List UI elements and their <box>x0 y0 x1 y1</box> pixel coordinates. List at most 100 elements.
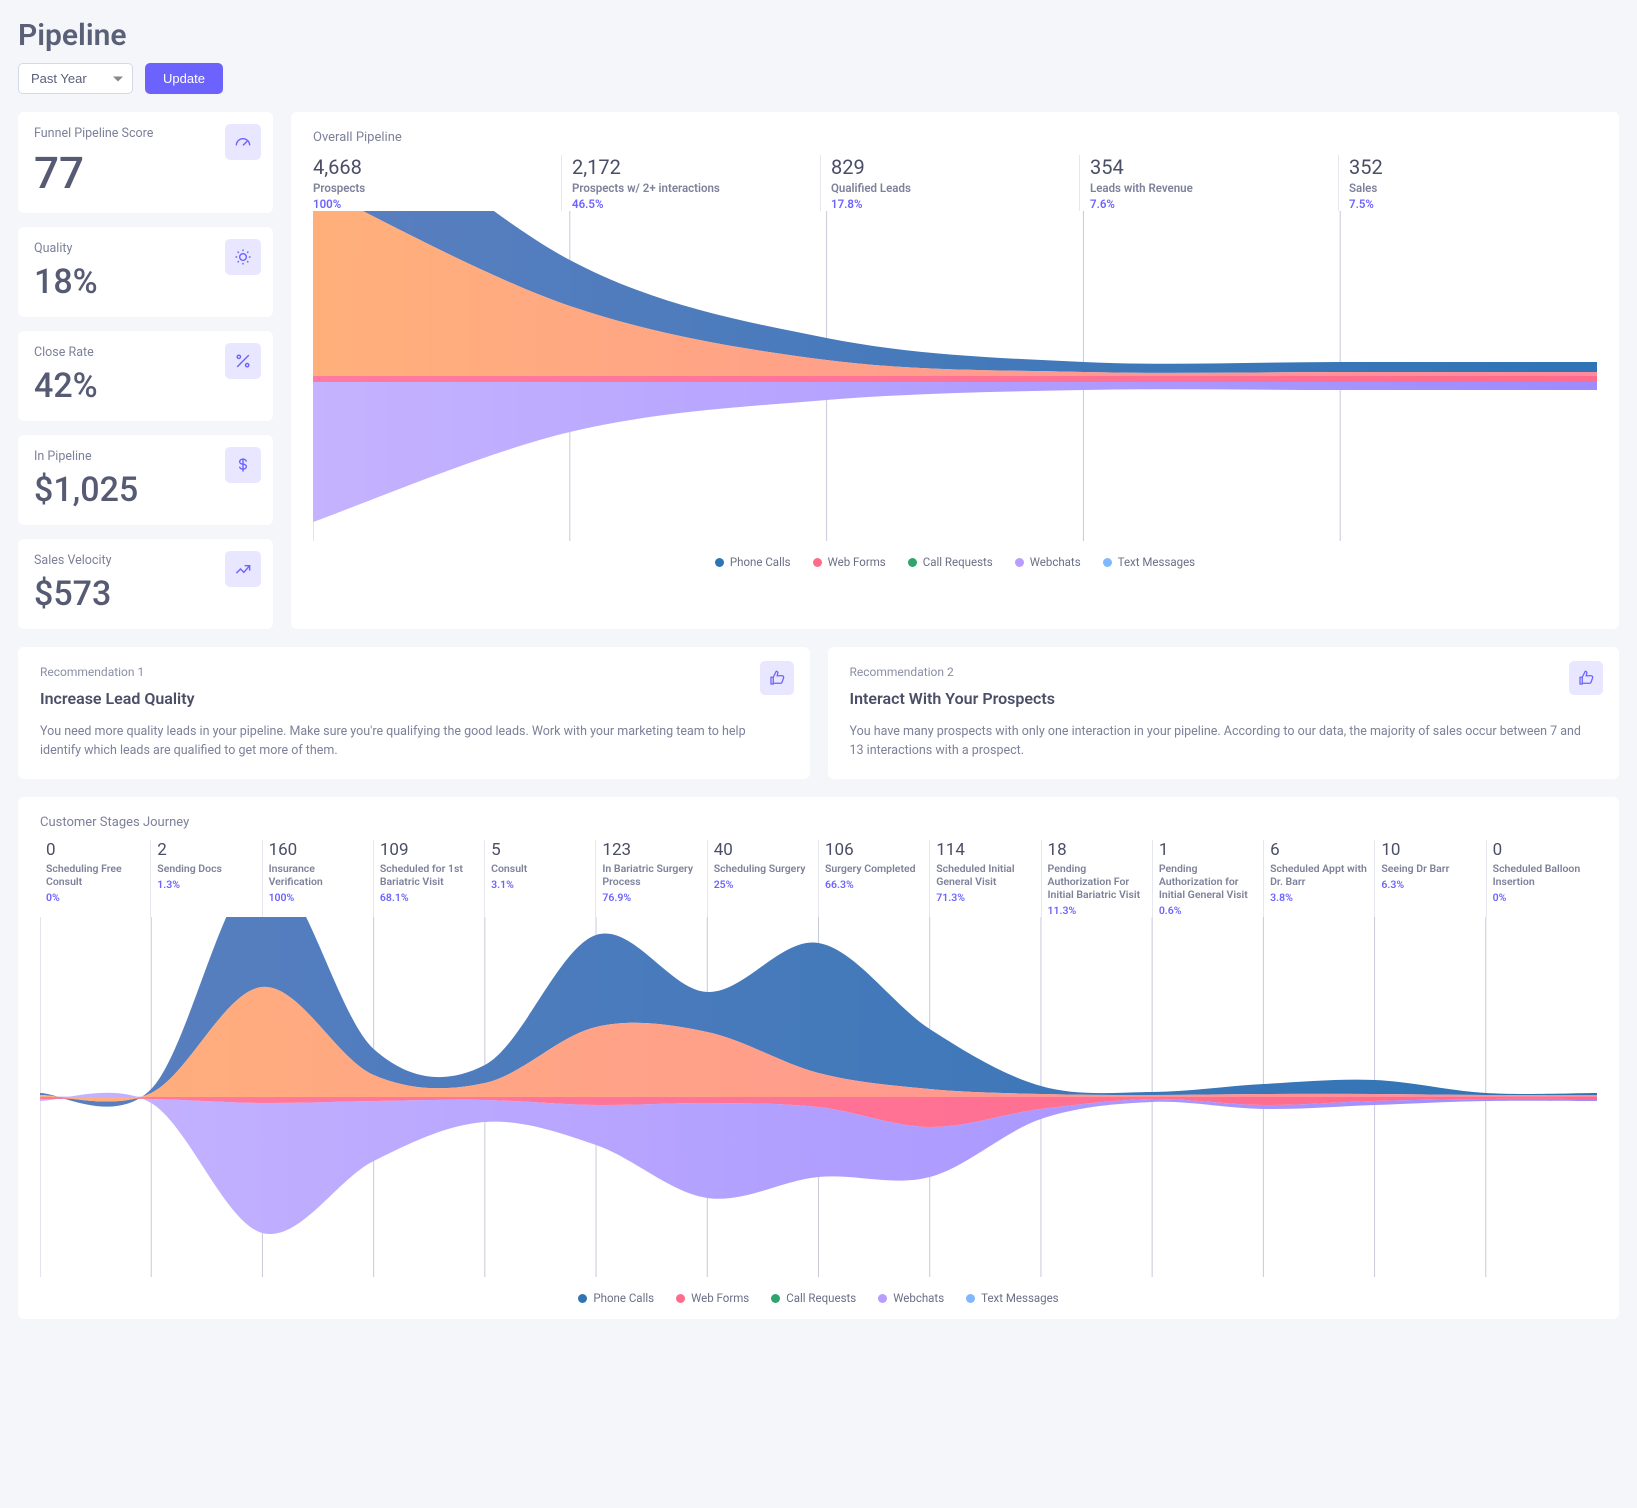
legend-item: Web Forms <box>676 1291 749 1305</box>
kpi-value: 42% <box>34 366 257 406</box>
legend-label: Web Forms <box>691 1291 749 1305</box>
stage-pct: 3.8% <box>1270 891 1368 904</box>
stage-count: 123 <box>602 840 700 860</box>
stage-label: Scheduled Balloon Insertion <box>1493 862 1591 888</box>
recommendation-card: Recommendation 1 Increase Lead Quality Y… <box>18 647 810 779</box>
legend-item: Text Messages <box>1103 555 1195 569</box>
overall-legend: Phone CallsWeb FormsCall RequestsWebchat… <box>313 555 1597 569</box>
stage-stat: 123 In Bariatric Surgery Process 76.9% <box>595 840 706 917</box>
kpi-label: Sales Velocity <box>34 553 257 568</box>
stage-stat: 106 Surgery Completed 66.3% <box>818 840 929 917</box>
stage-label: Sales <box>1349 181 1587 195</box>
stage-pct: 3.1% <box>491 878 589 891</box>
recommendation-title: Interact With Your Prospects <box>850 689 1598 708</box>
stage-count: 160 <box>269 840 367 860</box>
recommendation-body: You have many prospects with only one in… <box>850 722 1598 761</box>
legend-label: Phone Calls <box>730 555 791 569</box>
stage-label: Insurance Verification <box>269 862 367 888</box>
kpi-card: Funnel Pipeline Score 77 <box>18 112 273 213</box>
journey-chart <box>40 917 1597 1281</box>
journey-title: Customer Stages Journey <box>40 815 1597 830</box>
stage-pct: 100% <box>269 891 367 904</box>
stage-label: In Bariatric Surgery Process <box>602 862 700 888</box>
stage-count: 106 <box>825 840 923 860</box>
stage-label: Leads with Revenue <box>1090 181 1328 195</box>
stage-pct: 0.6% <box>1159 904 1257 917</box>
stage-count: 4,668 <box>313 155 551 179</box>
kpi-label: Close Rate <box>34 345 257 360</box>
legend-item: Web Forms <box>813 555 886 569</box>
legend-dot <box>1015 558 1024 567</box>
stage-count: 18 <box>1048 840 1146 860</box>
stage-label: Surgery Completed <box>825 862 923 875</box>
legend-item: Phone Calls <box>578 1291 654 1305</box>
stage-label: Pending Authorization For Initial Bariat… <box>1048 862 1146 901</box>
stage-pct: 25% <box>714 878 812 891</box>
stage-pct: 66.3% <box>825 878 923 891</box>
stage-pct: 17.8% <box>831 197 1069 211</box>
legend-item: Webchats <box>1015 555 1081 569</box>
legend-dot <box>1103 558 1112 567</box>
stage-count: 114 <box>936 840 1034 860</box>
stage-label: Scheduling Surgery <box>714 862 812 875</box>
overall-pipeline-panel: Overall Pipeline 4,668 Prospects 100%2,1… <box>291 112 1619 629</box>
stage-stat: 114 Scheduled Initial General Visit 71.3… <box>929 840 1040 917</box>
legend-label: Text Messages <box>1118 555 1195 569</box>
legend-dot <box>578 1294 587 1303</box>
stage-stat: 40 Scheduling Surgery 25% <box>707 840 818 917</box>
legend-dot <box>771 1294 780 1303</box>
date-range-select[interactable]: Past Year <box>18 63 133 94</box>
stage-stat: 352 Sales 7.5% <box>1338 155 1597 211</box>
stage-stat: 109 Scheduled for 1st Bariatric Visit 68… <box>373 840 484 917</box>
kpi-value: 77 <box>34 147 257 199</box>
update-button[interactable]: Update <box>145 63 223 94</box>
legend-dot <box>715 558 724 567</box>
stage-count: 109 <box>380 840 478 860</box>
stage-stat: 10 Seeing Dr Barr 6.3% <box>1374 840 1485 917</box>
stage-stat: 354 Leads with Revenue 7.6% <box>1079 155 1338 211</box>
stage-pct: 1.3% <box>157 878 255 891</box>
stage-stat: 0 Scheduling Free Consult 0% <box>40 840 150 917</box>
stage-pct: 46.5% <box>572 197 810 211</box>
legend-label: Text Messages <box>981 1291 1058 1305</box>
legend-item: Call Requests <box>771 1291 856 1305</box>
stage-stat: 18 Pending Authorization For Initial Bar… <box>1041 840 1152 917</box>
stage-stat: 6 Scheduled Appt with Dr. Barr 3.8% <box>1263 840 1374 917</box>
stage-label: Consult <box>491 862 589 875</box>
stage-label: Seeing Dr Barr <box>1381 862 1479 875</box>
legend-label: Webchats <box>1030 555 1081 569</box>
stage-pct: 0% <box>46 891 144 904</box>
thumb-up-icon[interactable] <box>1569 661 1603 695</box>
legend-item: Webchats <box>878 1291 944 1305</box>
kpi-label: In Pipeline <box>34 449 257 464</box>
overall-chart <box>313 211 1597 545</box>
legend-label: Phone Calls <box>593 1291 654 1305</box>
stream-layer-pink <box>313 376 1597 382</box>
stage-label: Sending Docs <box>157 862 255 875</box>
overall-stats: 4,668 Prospects 100% 2,172 Prospects w/ 2… <box>313 155 1597 211</box>
stage-stat: 1 Pending Authorization for Initial Gene… <box>1152 840 1263 917</box>
stage-stat: 5 Consult 3.1% <box>484 840 595 917</box>
gauge-icon <box>225 124 261 160</box>
header-controls: Past Year Update <box>18 63 1619 94</box>
stage-stat: 4,668 Prospects 100% <box>313 155 561 211</box>
stage-count: 2,172 <box>572 155 810 179</box>
stage-label: Prospects w/ 2+ interactions <box>572 181 810 195</box>
stage-pct: 7.6% <box>1090 197 1328 211</box>
stage-count: 5 <box>491 840 589 860</box>
stage-stat: 829 Qualified Leads 17.8% <box>820 155 1079 211</box>
recommendation-body: You need more quality leads in your pipe… <box>40 722 788 761</box>
legend-dot <box>813 558 822 567</box>
thumb-up-icon[interactable] <box>760 661 794 695</box>
kpi-card: Sales Velocity $573 <box>18 539 273 629</box>
kpi-value: $573 <box>34 574 257 614</box>
kpi-card: Quality 18% <box>18 227 273 317</box>
stage-stat: 160 Insurance Verification 100% <box>262 840 373 917</box>
recommendation-title: Increase Lead Quality <box>40 689 788 708</box>
kpi-value: 18% <box>34 262 257 302</box>
stage-label: Scheduled Appt with Dr. Barr <box>1270 862 1368 888</box>
stage-count: 352 <box>1349 155 1587 179</box>
stage-count: 40 <box>714 840 812 860</box>
journey-stats: 0 Scheduling Free Consult 0%2 Sending Do… <box>40 840 1597 917</box>
stage-pct: 68.1% <box>380 891 478 904</box>
